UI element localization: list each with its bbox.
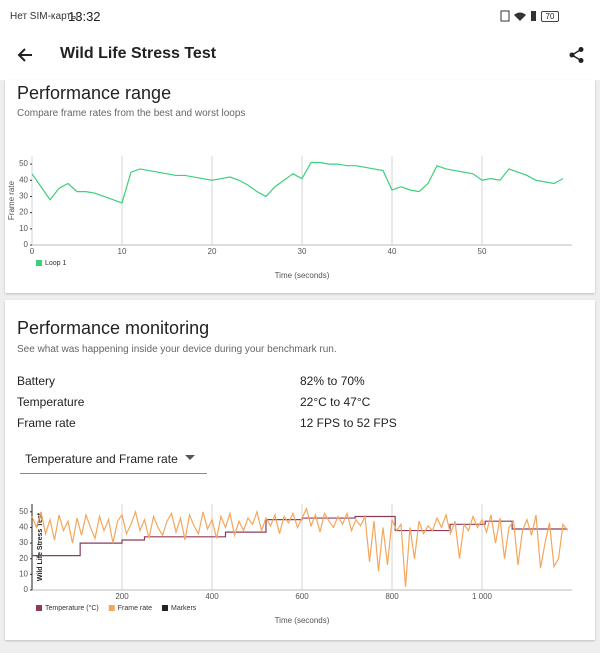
stat-value: 22°C to 47°C (300, 395, 371, 409)
battery: 70 (541, 11, 559, 22)
back-button[interactable] (16, 46, 34, 64)
stat-label: Battery (17, 374, 56, 388)
top-area (0, 0, 600, 80)
app-title: Wild Life Stress Test (60, 45, 217, 62)
stat-label: Temperature (17, 395, 85, 409)
clock: 13:32 (68, 9, 101, 24)
card-subtitle: Compare frame rates from the best and wo… (17, 108, 246, 119)
stat-value: 12 FPS to 52 FPS (300, 416, 397, 430)
dropdown-label: Temperature and Frame rate (25, 452, 178, 466)
dropdown[interactable]: Temperature and Frame rate (20, 445, 207, 474)
stat-value: 82% to 70% (300, 374, 365, 388)
card-title: Performance range (17, 83, 172, 103)
share-button[interactable] (568, 46, 586, 64)
status-icons (500, 10, 536, 22)
dropdown-arrow (185, 455, 195, 460)
card-title: Performance monitoring (17, 318, 210, 338)
carrier: Нет SIM-карты (10, 11, 79, 22)
card-subtitle: See what was happening inside your devic… (17, 344, 337, 355)
stat-label: Frame rate (17, 416, 76, 430)
